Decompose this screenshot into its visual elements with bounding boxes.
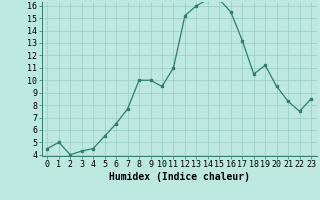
X-axis label: Humidex (Indice chaleur): Humidex (Indice chaleur) bbox=[109, 172, 250, 182]
